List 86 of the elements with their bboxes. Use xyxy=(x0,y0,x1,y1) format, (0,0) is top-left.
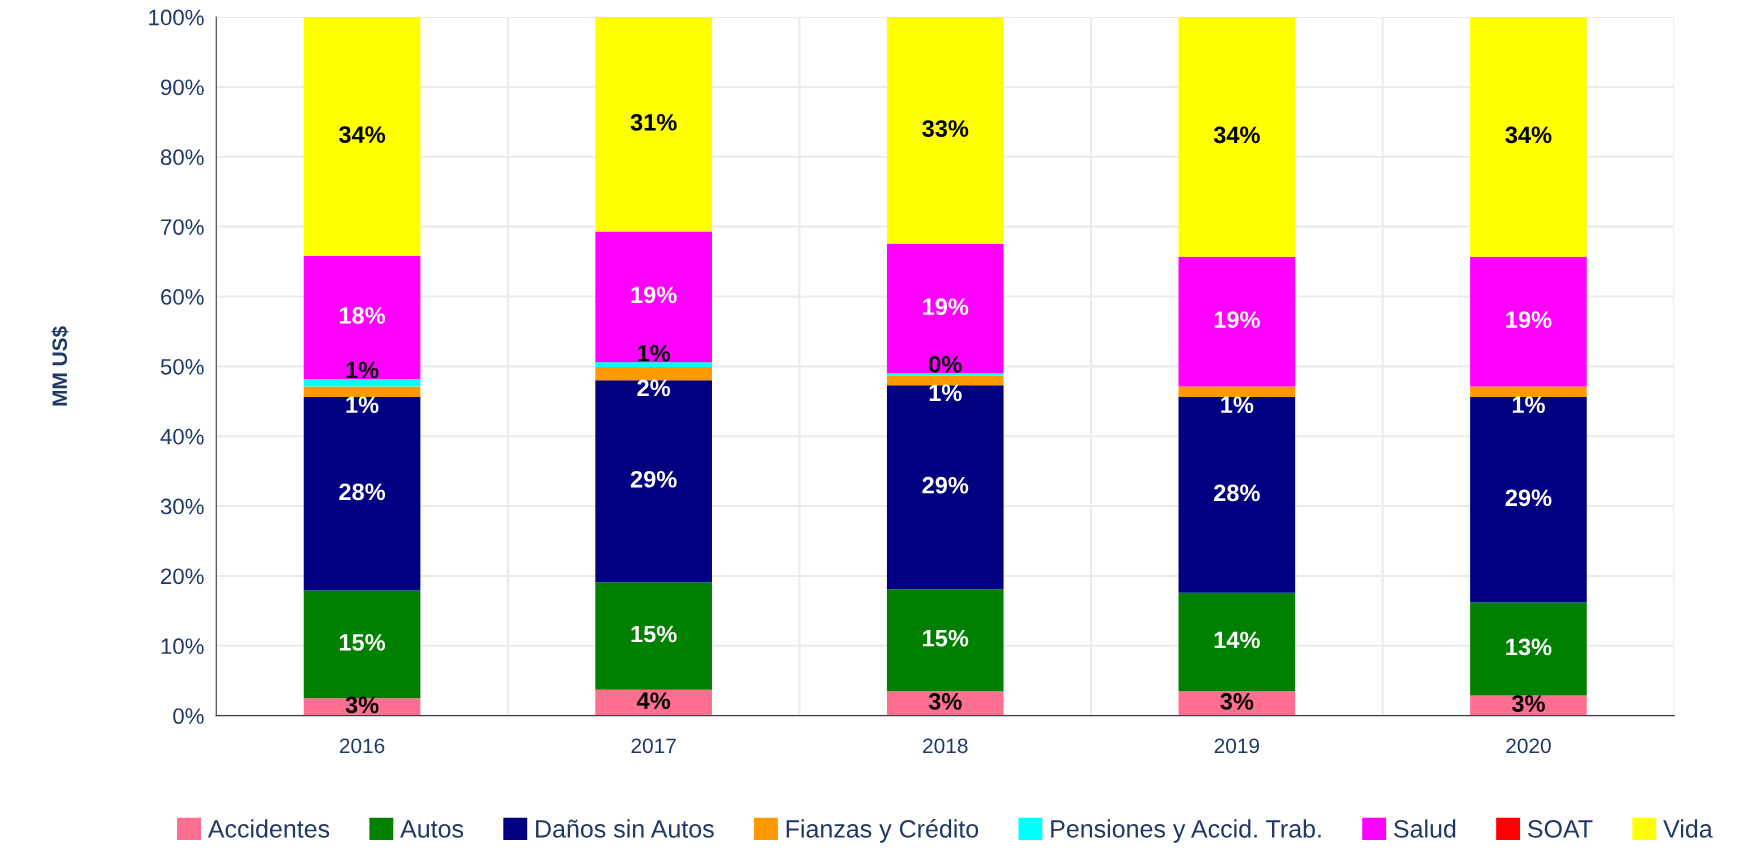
bar xyxy=(595,362,712,368)
data-label: 13% xyxy=(1506,638,1552,656)
bar xyxy=(1178,17,1296,257)
legend-label: Fianzas y Crédito xyxy=(786,819,979,843)
data-label: 1% xyxy=(1221,396,1254,413)
data-label: 1% xyxy=(929,384,962,402)
bar xyxy=(1470,397,1587,603)
bar xyxy=(1178,386,1296,398)
y-tick-label: 0% xyxy=(173,708,204,724)
y-tick-label: 100% xyxy=(149,9,204,26)
y-tick-label: 60% xyxy=(161,289,204,305)
data-label: 14% xyxy=(1214,631,1260,649)
data-label: 4% xyxy=(636,692,671,710)
data-label: 33% xyxy=(922,120,969,137)
legend-label: SOAT xyxy=(1528,820,1593,838)
bar xyxy=(595,231,712,363)
data-label: 1% xyxy=(346,396,379,413)
bar xyxy=(886,244,1004,374)
bar xyxy=(303,397,421,591)
bar xyxy=(303,386,421,398)
data-label: 1% xyxy=(1512,396,1545,413)
bar xyxy=(303,378,421,387)
data-label: 1% xyxy=(346,361,379,379)
bar xyxy=(886,375,1004,386)
y-tick-label: 50% xyxy=(160,358,204,375)
bar xyxy=(886,373,1004,376)
bar xyxy=(1470,17,1587,257)
data-label: 3% xyxy=(1220,693,1254,710)
legend-label: Autos xyxy=(400,820,464,838)
data-label: 18% xyxy=(339,307,386,324)
data-label: 28% xyxy=(1214,484,1260,502)
data-label: 19% xyxy=(631,286,677,304)
legend-label: Pensiones y Accid. Trab. xyxy=(1051,819,1321,843)
x-tick-label: 2020 xyxy=(1506,738,1551,754)
y-tick-label: 10% xyxy=(161,638,204,655)
legend-label: Daños sin Autos xyxy=(536,819,714,838)
data-label: 31% xyxy=(630,113,677,131)
bar xyxy=(1178,592,1296,692)
data-label: 34% xyxy=(338,126,386,143)
data-label: 19% xyxy=(923,298,969,316)
bar xyxy=(1470,386,1587,398)
data-label: 15% xyxy=(339,634,386,651)
bar xyxy=(595,582,712,690)
y-tick-label: 30% xyxy=(160,498,204,515)
data-label: 28% xyxy=(339,483,386,501)
data-label: 2% xyxy=(637,379,671,397)
data-label: 29% xyxy=(922,476,969,494)
data-label: 3% xyxy=(928,693,962,710)
bar xyxy=(886,589,1004,692)
x-tick-label: 2016 xyxy=(339,738,385,754)
data-label: 15% xyxy=(923,629,969,647)
data-label: 3% xyxy=(1511,695,1545,712)
y-tick-label: 70% xyxy=(161,219,204,235)
bar xyxy=(1178,397,1296,593)
data-label: 34% xyxy=(1505,126,1552,144)
data-label: 3% xyxy=(345,696,379,714)
bar xyxy=(1178,256,1296,387)
y-tick-label: 40% xyxy=(160,428,204,445)
y-axis-title: MM US$ xyxy=(51,326,69,406)
legend-label: Salud xyxy=(1394,819,1456,838)
legend-label: Vida xyxy=(1663,819,1713,838)
legend-label: Accidentes xyxy=(207,819,330,838)
bar xyxy=(595,380,712,583)
bar xyxy=(886,385,1004,590)
x-tick-label: 2017 xyxy=(631,738,676,754)
bar xyxy=(886,17,1004,245)
data-label: 0% xyxy=(929,355,962,373)
x-tick-label: 2019 xyxy=(1214,738,1260,754)
bar xyxy=(595,17,712,232)
data-label: 19% xyxy=(1506,311,1552,328)
y-tick-label: 80% xyxy=(160,149,204,166)
bar xyxy=(1470,256,1587,387)
data-label: 34% xyxy=(1213,126,1260,144)
x-tick-label: 2018 xyxy=(923,738,968,754)
data-label: 29% xyxy=(630,470,677,488)
bar xyxy=(595,367,712,381)
bar xyxy=(303,17,421,256)
bar xyxy=(1470,602,1587,696)
y-tick-label: 90% xyxy=(161,79,204,96)
data-label: 29% xyxy=(1505,489,1552,507)
bar xyxy=(886,691,1004,716)
data-label: 19% xyxy=(1214,311,1260,328)
data-label: 15% xyxy=(631,625,677,643)
y-tick-label: 20% xyxy=(161,568,204,585)
data-label: 1% xyxy=(638,344,671,362)
bar xyxy=(303,255,421,379)
